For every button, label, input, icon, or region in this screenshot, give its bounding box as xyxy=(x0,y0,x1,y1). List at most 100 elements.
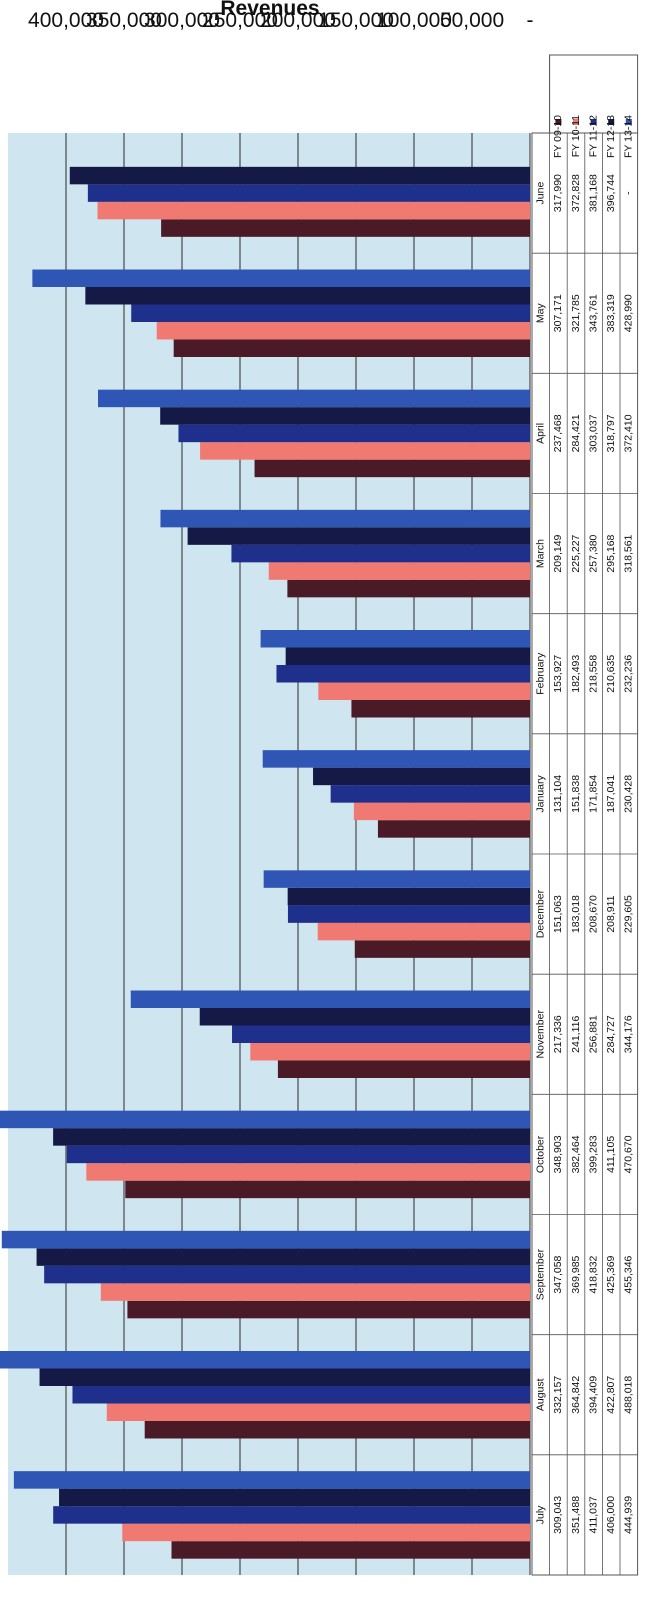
bar xyxy=(161,219,530,237)
table-cell: 131,104 xyxy=(552,775,564,813)
bar xyxy=(160,509,530,528)
table-cell: 230,428 xyxy=(623,775,635,813)
table-cell: 455,346 xyxy=(623,1255,635,1293)
table-cell: 425,369 xyxy=(605,1255,617,1293)
table-cell: 396,744 xyxy=(605,174,617,212)
category-label: September xyxy=(535,1248,547,1300)
table-cell: 237,468 xyxy=(552,414,564,452)
bar xyxy=(131,304,530,322)
category-label: February xyxy=(535,652,547,695)
bar xyxy=(287,579,530,598)
bar xyxy=(313,767,530,786)
bar xyxy=(287,887,530,906)
category-label: October xyxy=(535,1135,547,1173)
table-cell: 257,380 xyxy=(587,534,599,572)
y-tick-label: 150,000 xyxy=(318,9,394,32)
bar xyxy=(44,1265,530,1284)
bar xyxy=(1,1230,530,1249)
table-cell: 344,176 xyxy=(623,1015,635,1053)
table-cell: 241,116 xyxy=(570,1016,582,1053)
table-cell: 364,842 xyxy=(570,1376,582,1414)
bar xyxy=(231,544,530,563)
table-cell: 422,807 xyxy=(605,1376,617,1414)
bar xyxy=(330,785,530,803)
table-cell: 171,854 xyxy=(587,775,599,813)
legend-swatch xyxy=(590,119,597,125)
table-cell: 347,058 xyxy=(552,1255,564,1293)
y-tick-label: - xyxy=(527,9,534,32)
bar xyxy=(130,990,530,1008)
bar xyxy=(173,339,530,357)
bar xyxy=(156,322,530,340)
bar xyxy=(254,459,530,478)
y-axis-label: Revenues xyxy=(220,0,319,20)
bar xyxy=(250,1043,530,1061)
legend-swatch xyxy=(573,119,579,125)
table-cell: 183,018 xyxy=(570,895,582,933)
table-cell: 284,421 xyxy=(570,414,582,452)
table-cell: 321,785 xyxy=(570,294,582,332)
table-cell: 418,832 xyxy=(587,1255,599,1293)
bar xyxy=(354,940,530,958)
bar xyxy=(0,1110,530,1129)
table-cell: 318,797 xyxy=(605,414,617,452)
data-table: July 309,043 351,488 411,037 406,000 444,939 A… xyxy=(531,54,639,1576)
legend-label: FY 09-10 xyxy=(552,115,564,158)
table-cell: 151,063 xyxy=(552,895,564,933)
legend-swatch xyxy=(555,119,562,125)
table-cell: 187,041 xyxy=(605,775,617,813)
table-cell: 411,105 xyxy=(605,1136,617,1173)
table-cell: 208,911 xyxy=(605,895,617,932)
y-tick-label: 300,000 xyxy=(144,9,220,32)
bar xyxy=(318,682,530,700)
category-label: August xyxy=(535,1378,547,1411)
category-label: December xyxy=(535,889,547,938)
bar xyxy=(287,905,530,923)
y-tick-label: 350,000 xyxy=(86,9,162,32)
table-cell: 428,990 xyxy=(623,294,635,332)
table-cell: 182,493 xyxy=(570,655,582,693)
bar xyxy=(160,407,530,425)
bar xyxy=(232,1025,530,1043)
category-label: January xyxy=(535,774,547,812)
bar xyxy=(317,922,530,941)
table-cell: 225,227 xyxy=(570,534,582,572)
bar xyxy=(285,647,530,665)
bar xyxy=(199,1008,530,1026)
category-label: November xyxy=(535,1010,547,1059)
y-tick-label: 200,000 xyxy=(260,9,336,32)
table-cell: 406,000 xyxy=(605,1496,617,1534)
bar xyxy=(13,1471,530,1489)
table-cell: 394,409 xyxy=(587,1376,599,1414)
bar xyxy=(268,562,530,580)
bar xyxy=(276,665,530,683)
category-label: June xyxy=(535,182,547,205)
table-cell: 218,558 xyxy=(587,655,599,693)
table-cell: 369,985 xyxy=(570,1255,582,1293)
legend-swatch xyxy=(608,119,615,125)
table-cell: - xyxy=(623,191,635,195)
bar xyxy=(171,1541,530,1559)
bar xyxy=(377,820,530,838)
bar xyxy=(53,1506,530,1524)
table-cell: 209,149 xyxy=(552,534,564,572)
table-cell: 444,939 xyxy=(623,1496,635,1534)
table-cell: 488,018 xyxy=(623,1376,635,1414)
bars xyxy=(0,166,530,1559)
bar xyxy=(200,442,530,460)
table-cell: 372,410 xyxy=(623,414,635,452)
legend-label: FY 12-13 xyxy=(605,115,617,158)
table-cell: 307,171 xyxy=(552,294,564,332)
bar xyxy=(53,1128,530,1146)
table-cell: 284,727 xyxy=(605,1015,617,1053)
table-cell: 383,319 xyxy=(605,294,617,332)
bar xyxy=(87,184,530,202)
table-cell: 153,927 xyxy=(552,655,564,693)
table-cell: 382,464 xyxy=(570,1135,582,1173)
bar xyxy=(69,166,530,185)
legend-swatch xyxy=(625,119,632,125)
table-cell: 351,488 xyxy=(570,1496,582,1534)
bar xyxy=(97,201,530,220)
table-cell: 151,838 xyxy=(570,775,582,813)
